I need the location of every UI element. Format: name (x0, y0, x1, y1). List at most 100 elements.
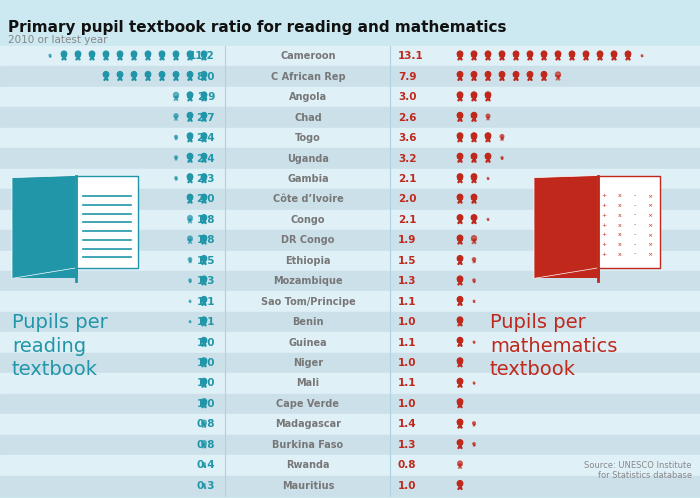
Text: 1.5: 1.5 (197, 256, 215, 266)
Circle shape (471, 72, 477, 77)
Text: +: + (601, 213, 607, 218)
Circle shape (457, 276, 463, 281)
Circle shape (473, 443, 475, 445)
Circle shape (188, 216, 193, 220)
Text: $\times$: $\times$ (648, 192, 654, 200)
Text: $\times$: $\times$ (648, 241, 654, 249)
Circle shape (473, 279, 475, 281)
Text: Rwanda: Rwanda (286, 460, 330, 470)
Circle shape (471, 153, 477, 159)
Text: +: + (601, 193, 607, 198)
Bar (0, 169, 700, 189)
Text: Ethiopia: Ethiopia (286, 256, 330, 266)
Circle shape (499, 51, 505, 57)
Text: Madagascar: Madagascar (275, 419, 341, 429)
Text: -: - (634, 193, 636, 198)
Text: x: x (617, 223, 622, 228)
Circle shape (457, 92, 463, 98)
Text: -: - (634, 242, 636, 247)
Circle shape (202, 378, 206, 384)
Text: 1.1: 1.1 (398, 338, 416, 348)
Circle shape (457, 153, 463, 159)
Text: $\times$: $\times$ (648, 231, 654, 239)
Circle shape (457, 215, 463, 220)
Circle shape (174, 156, 177, 159)
Circle shape (457, 338, 463, 343)
Circle shape (457, 317, 463, 323)
Circle shape (485, 153, 491, 159)
Text: +: + (601, 242, 607, 247)
Text: $\times$: $\times$ (648, 221, 654, 229)
Text: $\times$: $\times$ (648, 250, 654, 258)
Text: Gambia: Gambia (287, 174, 329, 184)
Text: x: x (617, 232, 622, 237)
Bar (0, 435, 700, 455)
Circle shape (160, 51, 164, 57)
Text: -: - (634, 203, 636, 208)
Circle shape (457, 399, 463, 404)
Text: 1.0: 1.0 (197, 338, 215, 348)
FancyBboxPatch shape (534, 178, 600, 278)
Text: Angola: Angola (289, 92, 327, 102)
Circle shape (188, 92, 193, 98)
Circle shape (471, 92, 477, 98)
Circle shape (513, 72, 519, 77)
Circle shape (473, 382, 475, 383)
Circle shape (188, 236, 193, 241)
Circle shape (90, 51, 95, 57)
Text: 1.4: 1.4 (398, 419, 416, 429)
Circle shape (471, 215, 477, 220)
Bar (0, 394, 700, 414)
Text: 3.2: 3.2 (398, 153, 416, 163)
Text: 2010 or latest year: 2010 or latest year (8, 35, 108, 45)
Circle shape (486, 114, 490, 118)
Text: 1.8: 1.8 (197, 236, 215, 246)
Text: Congo: Congo (290, 215, 326, 225)
Circle shape (472, 236, 477, 241)
Text: 7.9: 7.9 (398, 72, 416, 82)
Bar (0, 250, 700, 271)
Circle shape (118, 72, 122, 77)
Circle shape (471, 51, 477, 57)
Text: Mozambique: Mozambique (273, 276, 343, 286)
Circle shape (473, 257, 475, 261)
Circle shape (457, 194, 463, 200)
Circle shape (485, 72, 491, 77)
Text: 2.0: 2.0 (197, 194, 215, 204)
Text: 2.0: 2.0 (398, 194, 416, 204)
Circle shape (457, 378, 463, 384)
Circle shape (487, 177, 489, 179)
Circle shape (457, 133, 463, 138)
Text: 0.8: 0.8 (398, 460, 416, 470)
Text: Mali: Mali (296, 378, 320, 388)
Bar (0, 230, 700, 250)
Text: 13.1: 13.1 (398, 51, 424, 61)
Circle shape (202, 255, 206, 261)
Circle shape (457, 297, 463, 302)
Circle shape (62, 51, 66, 57)
Text: 2.7: 2.7 (197, 113, 215, 123)
Circle shape (188, 51, 193, 57)
Text: 0.8: 0.8 (197, 440, 215, 450)
Circle shape (597, 51, 603, 57)
Circle shape (160, 72, 164, 77)
Text: 3.6: 3.6 (398, 133, 416, 143)
Text: x: x (617, 213, 622, 218)
Circle shape (202, 463, 205, 466)
Circle shape (527, 51, 533, 57)
Text: Burkina Faso: Burkina Faso (272, 440, 344, 450)
Circle shape (485, 133, 491, 138)
Circle shape (146, 51, 150, 57)
Circle shape (202, 317, 206, 323)
Circle shape (556, 72, 561, 77)
Circle shape (189, 321, 191, 322)
Text: 0.8: 0.8 (197, 419, 215, 429)
Bar (0, 455, 700, 476)
Text: DR Congo: DR Congo (281, 236, 335, 246)
Text: 1.0: 1.0 (398, 317, 416, 327)
Bar (0, 476, 700, 496)
Text: $\times$: $\times$ (648, 212, 654, 219)
Text: 0.4: 0.4 (197, 460, 215, 470)
Text: 0.3: 0.3 (197, 481, 215, 491)
Circle shape (146, 72, 150, 77)
